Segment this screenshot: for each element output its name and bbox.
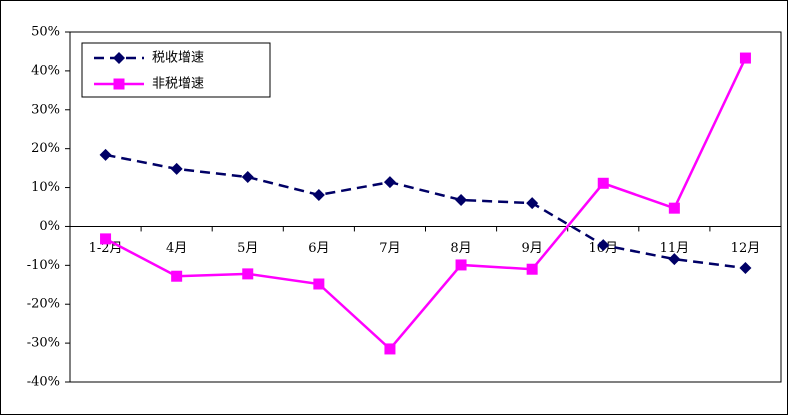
- point: [668, 253, 681, 266]
- legend-marker: [113, 78, 125, 90]
- y-tick-label: -20%: [27, 297, 60, 312]
- x-tick-label: 8月: [450, 241, 471, 256]
- series-line: [105, 153, 746, 270]
- x-tick-label: 5月: [237, 241, 258, 256]
- x-tick-label: 11月: [660, 241, 690, 256]
- point: [241, 171, 254, 184]
- y-tick-label: 30%: [31, 102, 60, 117]
- x-tick-label: 4月: [166, 241, 187, 256]
- y-tick-label: -30%: [27, 336, 60, 351]
- point: [597, 239, 610, 252]
- y-tick-label: -40%: [27, 375, 60, 390]
- plot-area: [69, 31, 782, 383]
- point: [668, 202, 680, 214]
- point: [99, 148, 112, 161]
- legend-label: 非税增速: [152, 77, 204, 92]
- x-tick-label: 6月: [308, 241, 329, 256]
- point: [242, 268, 254, 280]
- legend-marker: [113, 52, 125, 64]
- point: [100, 233, 112, 245]
- legend-box: [81, 42, 271, 98]
- point: [313, 278, 325, 290]
- point: [384, 343, 396, 355]
- point: [455, 194, 468, 206]
- x-tick-label: 7月: [379, 241, 400, 256]
- point: [739, 262, 752, 275]
- series-line: [104, 57, 747, 351]
- point: [170, 162, 183, 175]
- y-tick-label: 50%: [31, 25, 60, 40]
- x-tick-label: 9月: [522, 241, 543, 256]
- point: [526, 263, 538, 275]
- point: [597, 177, 609, 189]
- point: [455, 259, 467, 271]
- y-tick-label: -10%: [27, 258, 60, 273]
- point: [526, 197, 539, 210]
- point: [171, 270, 183, 282]
- point: [383, 176, 396, 189]
- y-tick-label: 10%: [31, 180, 60, 195]
- point: [312, 188, 325, 201]
- y-tick-label: 40%: [31, 63, 60, 78]
- y-tick-label: 0%: [39, 219, 60, 234]
- y-tick-label: 20%: [31, 141, 60, 156]
- x-tick-label: 12月: [731, 241, 761, 256]
- legend-label: 税收增速: [152, 51, 204, 66]
- point: [739, 52, 751, 64]
